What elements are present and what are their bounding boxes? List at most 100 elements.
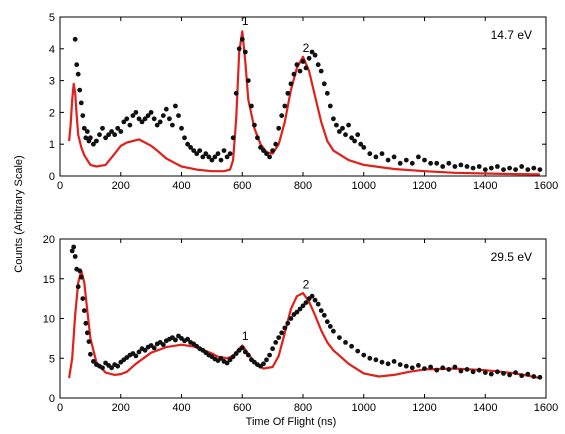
data-point <box>148 110 154 115</box>
data-point <box>324 319 330 325</box>
data-point <box>397 160 403 166</box>
data-point <box>151 345 157 351</box>
x-tick-label: 1400 <box>473 180 497 192</box>
data-point <box>537 167 543 173</box>
y-tick-label: 0 <box>49 393 55 405</box>
x-tick-label: 800 <box>294 402 312 414</box>
data-point <box>242 349 248 355</box>
data-point <box>337 335 342 340</box>
x-tick-label: 0 <box>57 402 63 414</box>
data-point <box>233 351 239 356</box>
data-point <box>297 306 303 312</box>
data-point <box>109 365 114 371</box>
data-point <box>422 157 427 163</box>
data-point <box>488 371 494 377</box>
data-point <box>343 132 348 138</box>
data-point <box>255 135 260 141</box>
data-point <box>385 157 391 163</box>
data-point <box>97 132 102 138</box>
y-tick-label: 20 <box>43 234 55 246</box>
data-point <box>239 345 245 351</box>
data-point <box>77 87 83 93</box>
data-point <box>327 103 333 109</box>
x-tick-label: 1200 <box>412 180 436 192</box>
data-point <box>440 365 446 371</box>
data-point <box>218 157 224 163</box>
data-point <box>297 68 303 74</box>
y-tick-label: 15 <box>43 274 55 286</box>
data-point <box>337 129 342 134</box>
data-point <box>242 49 248 55</box>
data-point <box>331 116 336 122</box>
data-point <box>194 151 200 157</box>
data-point <box>206 154 212 160</box>
data-point <box>482 167 488 173</box>
data-point <box>340 125 345 131</box>
y-axis-label: Counts (Arbitrary Scale) <box>13 155 25 272</box>
data-point <box>145 113 151 118</box>
data-point <box>191 148 197 154</box>
data-point <box>303 300 309 305</box>
x-tick-label: 1600 <box>534 180 558 192</box>
data-point <box>154 122 160 128</box>
data-point <box>245 78 251 83</box>
data-point <box>130 113 136 118</box>
data-point <box>470 369 476 375</box>
peak-label: 1 <box>242 329 249 343</box>
x-axis-label: Time Of Flight (ns) <box>246 416 337 428</box>
data-point <box>83 135 89 141</box>
data-layer <box>68 244 543 380</box>
data-point <box>100 125 105 131</box>
data-point <box>446 160 452 166</box>
data-point <box>94 138 99 144</box>
data-point <box>476 367 482 373</box>
x-tick-label: 600 <box>233 402 251 414</box>
data-point <box>252 122 257 128</box>
data-point <box>282 103 288 109</box>
data-point <box>422 366 427 371</box>
data-point <box>358 141 364 147</box>
data-point <box>127 122 133 128</box>
data-point <box>416 363 421 368</box>
x-tick-label: 1000 <box>352 180 376 192</box>
y-tick-label: 0 <box>49 171 55 183</box>
data-point <box>81 308 87 313</box>
data-point <box>157 119 163 125</box>
data-point <box>458 162 464 168</box>
data-point <box>373 357 379 363</box>
data-point <box>227 357 233 363</box>
data-point <box>519 164 525 169</box>
data-point <box>80 296 86 301</box>
data-point <box>267 154 272 160</box>
data-point <box>239 36 245 42</box>
data-point <box>118 129 124 134</box>
data-point <box>84 129 90 134</box>
chart-panel-1: 0 200 400 600 800 1000 1200 1400 1600 0 1 2 3 4 5 1 2 14.… <box>49 12 558 192</box>
data-point <box>212 154 218 160</box>
data-point <box>197 148 203 154</box>
data-point <box>327 324 333 329</box>
data-point <box>507 372 512 378</box>
data-point <box>403 157 409 163</box>
data-point <box>501 167 506 173</box>
data-point <box>142 347 148 353</box>
data-point <box>170 122 175 128</box>
data-point <box>349 135 354 141</box>
data-point <box>83 320 89 326</box>
data-point <box>142 116 148 122</box>
x-tick-label: 600 <box>233 180 251 192</box>
data-point <box>303 65 309 71</box>
peak-label: 2 <box>303 41 310 55</box>
data-point <box>324 90 330 96</box>
data-point <box>218 355 224 361</box>
data-point <box>236 46 242 52</box>
data-point <box>452 164 458 169</box>
data-point <box>525 167 531 173</box>
data-point <box>458 368 464 374</box>
data-point <box>318 308 324 313</box>
data-point <box>91 359 96 364</box>
y-tick-label: 3 <box>49 76 55 88</box>
data-point <box>112 132 118 138</box>
data-point <box>306 55 312 61</box>
data-point <box>379 151 385 157</box>
